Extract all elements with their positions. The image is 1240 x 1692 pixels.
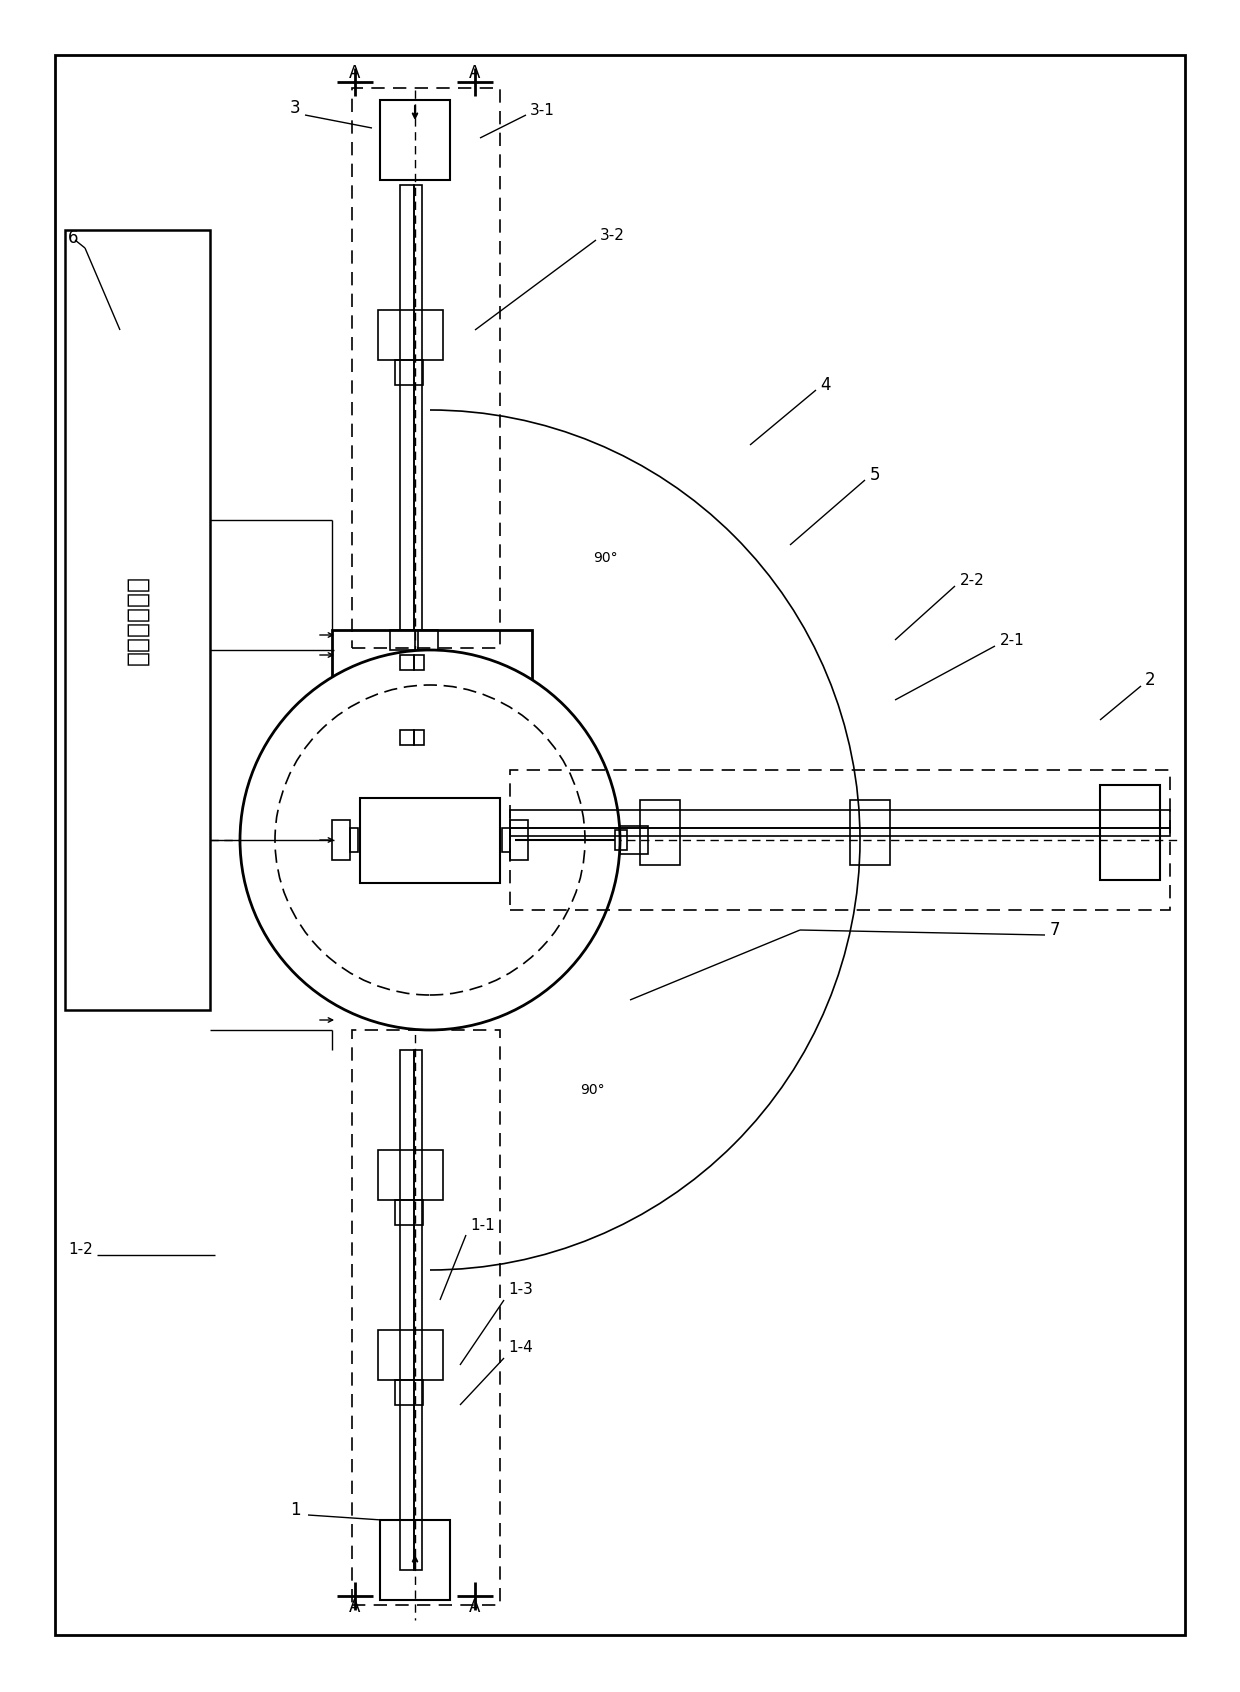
- Bar: [378, 1330, 443, 1381]
- Bar: [391, 629, 415, 650]
- Text: 1-4: 1-4: [508, 1340, 533, 1355]
- Bar: [418, 629, 438, 650]
- Text: 3-1: 3-1: [529, 103, 554, 117]
- Bar: [391, 711, 415, 729]
- Text: 2: 2: [1145, 672, 1156, 689]
- Bar: [360, 799, 500, 883]
- Bar: [502, 827, 510, 853]
- Bar: [849, 800, 890, 865]
- Text: 2-1: 2-1: [999, 633, 1024, 648]
- Bar: [414, 1051, 422, 1570]
- Bar: [378, 310, 443, 360]
- Bar: [414, 729, 424, 744]
- Bar: [378, 1151, 443, 1200]
- Bar: [510, 810, 1171, 827]
- Text: A: A: [350, 1597, 361, 1616]
- Bar: [640, 800, 680, 865]
- Bar: [379, 1519, 450, 1601]
- Bar: [396, 360, 423, 386]
- Bar: [401, 729, 414, 744]
- Text: 3-2: 3-2: [600, 227, 625, 242]
- Bar: [418, 711, 438, 729]
- Bar: [350, 827, 358, 853]
- Text: 5: 5: [870, 465, 880, 484]
- Bar: [510, 770, 1171, 910]
- Bar: [379, 100, 450, 179]
- Text: 1-2: 1-2: [68, 1242, 93, 1257]
- Bar: [414, 184, 422, 629]
- Text: 7: 7: [1050, 920, 1060, 939]
- Text: 90°: 90°: [593, 552, 618, 565]
- Bar: [332, 629, 532, 711]
- Text: 1: 1: [290, 1501, 300, 1519]
- Bar: [615, 831, 627, 849]
- Text: 2-2: 2-2: [960, 572, 985, 587]
- Bar: [396, 1381, 423, 1404]
- Bar: [401, 655, 414, 670]
- Bar: [1100, 785, 1159, 880]
- Bar: [401, 1051, 414, 1570]
- Bar: [352, 1030, 500, 1606]
- Text: 4: 4: [820, 376, 831, 394]
- Bar: [401, 184, 414, 629]
- Bar: [332, 821, 350, 860]
- Text: 6: 6: [68, 228, 78, 247]
- Bar: [64, 230, 210, 1010]
- Bar: [620, 826, 649, 854]
- Bar: [510, 827, 1171, 836]
- Bar: [396, 1200, 423, 1225]
- Circle shape: [275, 685, 585, 995]
- Text: 1-3: 1-3: [508, 1283, 533, 1298]
- Text: 检测控制电路: 检测控制电路: [125, 575, 150, 665]
- Circle shape: [241, 650, 620, 1030]
- Text: 90°: 90°: [580, 1083, 605, 1096]
- Text: 3: 3: [290, 100, 300, 117]
- Bar: [510, 821, 528, 860]
- Text: A: A: [469, 64, 481, 81]
- Bar: [352, 88, 500, 648]
- Text: A: A: [469, 1597, 481, 1616]
- Text: 1-1: 1-1: [470, 1218, 495, 1232]
- Bar: [414, 655, 424, 670]
- Text: A: A: [350, 64, 361, 81]
